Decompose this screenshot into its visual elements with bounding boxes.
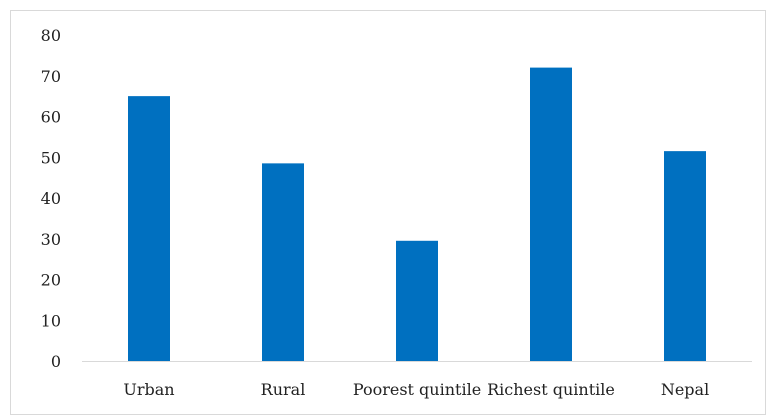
bars — [128, 67, 706, 361]
y-tick-label: 80 — [41, 26, 61, 45]
y-axis-ticks: 0 10 20 30 40 50 60 70 80 — [41, 26, 61, 371]
x-tick-label: Urban — [123, 380, 174, 399]
y-tick-label: 10 — [41, 311, 61, 330]
y-tick-label: 0 — [51, 352, 61, 371]
y-tick-label: 40 — [41, 189, 61, 208]
x-tick-label: Richest quintile — [487, 380, 615, 399]
y-tick-label: 50 — [41, 148, 61, 167]
y-tick-label: 70 — [41, 67, 61, 86]
bar — [396, 240, 438, 361]
y-tick-label: 60 — [41, 108, 61, 127]
y-tick-label: 30 — [41, 230, 61, 249]
y-tick-label: 20 — [41, 271, 61, 290]
x-axis-ticks: Urban Rural Poorest quintile Richest quinti… — [123, 380, 709, 399]
x-tick-label: Poorest quintile — [353, 380, 481, 399]
bar — [262, 163, 304, 361]
x-tick-label: Rural — [261, 380, 306, 399]
bar — [530, 67, 572, 361]
x-tick-label: Nepal — [661, 380, 709, 399]
bar — [664, 151, 706, 361]
bar — [128, 96, 170, 361]
